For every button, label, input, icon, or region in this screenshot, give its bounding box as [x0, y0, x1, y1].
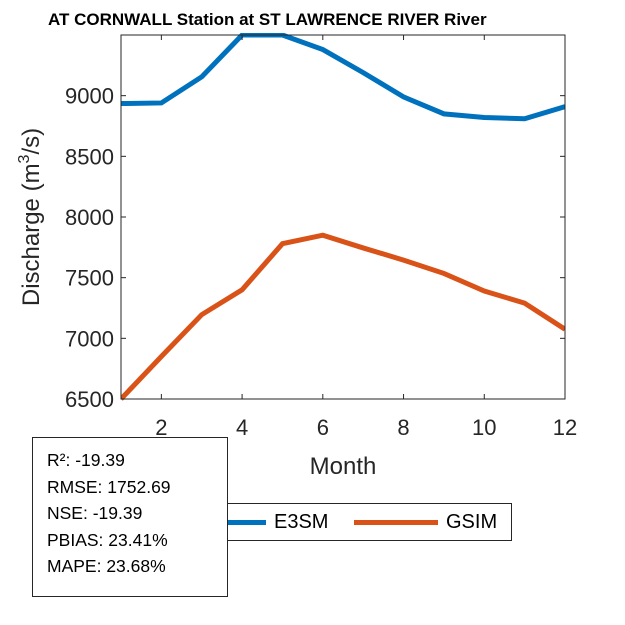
y-axis-label-sup: 3 [16, 154, 33, 163]
x-tick-label: 12 [553, 415, 577, 440]
legend-item-gsim[interactable]: GSIM [354, 504, 497, 540]
y-tick-label: 7500 [65, 266, 114, 291]
chart-title: AT CORNWALL Station at ST LAWRENCE RIVER… [48, 10, 487, 29]
x-tick-label: 4 [236, 415, 248, 440]
series-layer [121, 33, 565, 401]
stat-mape: MAPE: 23.68% [47, 556, 166, 576]
y-tick-label: 7000 [65, 326, 114, 351]
legend: E3SM GSIM [228, 503, 512, 541]
x-tick-label: 2 [155, 415, 167, 440]
series-line-gsim [121, 232, 565, 401]
stat-rmse: RMSE: 1752.69 [47, 476, 171, 497]
legend-item-e3sm[interactable]: E3SM [228, 504, 328, 540]
plot-area [121, 35, 565, 399]
stat-nse: NSE: -19.39 [47, 503, 143, 523]
y-tick-label: 8000 [65, 205, 114, 230]
legend-swatch-e3sm [228, 519, 266, 525]
stat-r2: R²: -19.39 [47, 450, 125, 470]
y-tick-label: 6500 [65, 387, 114, 412]
x-axis: 2 4 6 8 10 12 [155, 35, 577, 440]
y-axis-label-main: Discharge (m [18, 163, 45, 306]
series-line-e3sm [121, 33, 565, 122]
legend-label-e3sm: E3SM [274, 510, 329, 533]
legend-swatch-gsim [354, 519, 438, 525]
legend-label-gsim: GSIM [446, 510, 498, 533]
y-axis-label: Discharge (m3/s) [16, 128, 45, 306]
y-axis: 6500 7000 7500 8000 8500 9000 [65, 84, 565, 412]
y-tick-label: 9000 [65, 84, 114, 109]
stat-pbias: PBIAS: 23.41% [47, 529, 168, 550]
x-tick-label: 10 [472, 415, 496, 440]
x-tick-label: 6 [317, 415, 329, 440]
x-tick-label: 8 [397, 415, 409, 440]
y-axis-label-tail: /s) [18, 128, 45, 155]
y-tick-label: 8500 [65, 144, 114, 169]
stats-box: R²: -19.39 RMSE: 1752.69 NSE: -19.39 PBI… [32, 437, 228, 597]
x-axis-label: Month [310, 453, 377, 480]
